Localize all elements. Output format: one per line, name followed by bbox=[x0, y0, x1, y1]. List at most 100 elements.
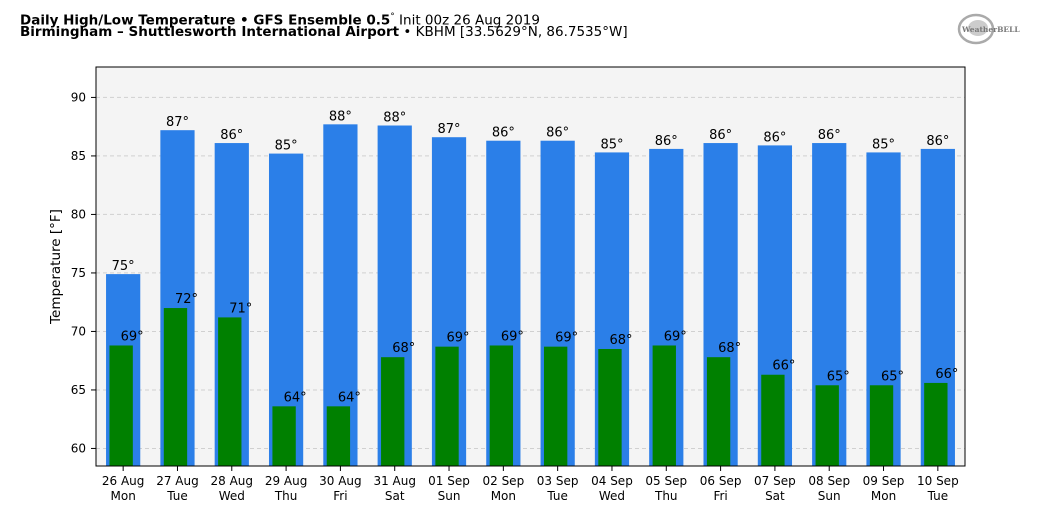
low-value-label: 68° bbox=[718, 341, 741, 356]
x-tick-label-date: 09 Sep bbox=[863, 474, 905, 488]
low-value-label: 72° bbox=[175, 292, 198, 307]
low-value-label: 69° bbox=[555, 331, 578, 346]
low-value-label: 66° bbox=[772, 359, 795, 374]
chart-title-init: Init 00z 26 Aug 2019 bbox=[394, 12, 540, 29]
low-bar bbox=[761, 374, 785, 466]
low-bar bbox=[652, 345, 676, 466]
low-bar bbox=[326, 406, 351, 466]
chart-subtitle: Birmingham – Shuttlesworth International… bbox=[20, 24, 628, 40]
chart-title: Daily High/Low Temperature • GFS Ensembl… bbox=[20, 9, 540, 29]
x-tick-label-date: 02 Sep bbox=[482, 474, 524, 488]
high-value-label: 86° bbox=[492, 126, 515, 141]
x-tick-label-date: 28 Aug bbox=[211, 474, 254, 488]
data-labels: 75° 69° 87° 72° 86° 71° 85° 64° 88° 64° 88° 68° 87° 6… bbox=[112, 109, 959, 405]
x-tick-label-date: 26 Aug bbox=[102, 474, 145, 488]
high-value-label: 86° bbox=[818, 128, 841, 143]
low-value-label: 69° bbox=[664, 329, 687, 344]
x-tick-label-weekday: Mon bbox=[871, 489, 896, 503]
low-value-label: 68° bbox=[609, 333, 632, 348]
x-tick-label-date: 30 Aug bbox=[319, 474, 362, 488]
x-tick-label-weekday: Fri bbox=[333, 489, 347, 503]
low-bar bbox=[489, 345, 514, 466]
x-tick-label-weekday: Mon bbox=[491, 489, 516, 503]
low-bar bbox=[815, 385, 839, 466]
x-tick-label-date: 10 Sep bbox=[917, 474, 959, 488]
low-value-label: 66° bbox=[935, 367, 958, 382]
x-tick-label-date: 06 Sep bbox=[700, 474, 742, 488]
high-value-label: 85° bbox=[872, 137, 895, 152]
x-tick-label-date: 04 Sep bbox=[591, 474, 633, 488]
high-value-label: 86° bbox=[926, 134, 949, 149]
high-value-label: 86° bbox=[655, 134, 678, 149]
location-coords: • KBHM [33.5629°N, 86.7535°W] bbox=[399, 24, 628, 40]
low-value-label: 65° bbox=[827, 369, 850, 384]
high-value-label: 88° bbox=[329, 109, 352, 124]
x-tick-label-weekday: Sun bbox=[438, 489, 461, 503]
low-bar bbox=[272, 406, 296, 466]
high-value-label: 87° bbox=[438, 122, 461, 137]
y-tick-label: 90 bbox=[71, 90, 86, 104]
x-tick-label-date: 03 Sep bbox=[537, 474, 579, 488]
x-tick-label-weekday: Tue bbox=[927, 489, 949, 503]
low-bar bbox=[924, 382, 948, 466]
low-value-label: 64° bbox=[338, 390, 361, 405]
low-value-label: 68° bbox=[392, 341, 415, 356]
high-value-label: 87° bbox=[166, 115, 189, 130]
x-tick-label-weekday: Fri bbox=[713, 489, 727, 503]
x-tick-label-weekday: Thu bbox=[654, 489, 678, 503]
x-tick-label-date: 31 Aug bbox=[373, 474, 416, 488]
y-tick-label: 70 bbox=[71, 324, 86, 338]
x-tick-label-weekday: Wed bbox=[219, 489, 245, 503]
high-value-label: 86° bbox=[709, 128, 732, 143]
x-tick-label-weekday: Sat bbox=[765, 489, 785, 503]
low-bar bbox=[869, 385, 894, 466]
high-value-label: 75° bbox=[112, 259, 135, 274]
low-value-label: 64° bbox=[284, 390, 307, 405]
bar-series bbox=[106, 124, 955, 467]
x-tick-label-weekday: Tue bbox=[546, 489, 568, 503]
high-value-label: 85° bbox=[600, 137, 623, 152]
low-bar bbox=[706, 357, 731, 466]
logo-text: WeatherBELL bbox=[961, 25, 1020, 34]
y-tick-label: 80 bbox=[71, 207, 86, 221]
location-name: Birmingham – Shuttlesworth International… bbox=[20, 24, 400, 40]
x-tick-label-weekday: Mon bbox=[111, 489, 136, 503]
y-axis-label: Temperature [°F] bbox=[48, 209, 64, 325]
low-bar bbox=[109, 345, 133, 466]
x-tick-label-date: 08 Sep bbox=[808, 474, 850, 488]
y-tick-label: 75 bbox=[71, 266, 86, 280]
plot-frame bbox=[95, 66, 966, 467]
x-tick-label-weekday: Thu bbox=[274, 489, 298, 503]
low-bar bbox=[381, 357, 405, 466]
low-value-label: 69° bbox=[447, 331, 470, 346]
high-value-label: 86° bbox=[546, 126, 569, 141]
low-bar bbox=[598, 348, 622, 466]
low-bar bbox=[543, 346, 568, 466]
low-bar bbox=[435, 346, 459, 466]
x-tick-label-weekday: Sun bbox=[818, 489, 841, 503]
high-value-label: 86° bbox=[763, 130, 786, 145]
chart-title-main: Daily High/Low Temperature • GFS Ensembl… bbox=[20, 12, 391, 29]
x-tick-label-date: 01 Sep bbox=[428, 474, 470, 488]
y-tick-label: 85 bbox=[71, 149, 86, 163]
low-value-label: 69° bbox=[501, 329, 524, 344]
x-tick-label-weekday: Tue bbox=[166, 489, 188, 503]
x-tick-label-date: 05 Sep bbox=[645, 474, 687, 488]
weatherbell-logo: WeatherBELL bbox=[957, 13, 1020, 45]
low-value-label: 71° bbox=[229, 301, 252, 316]
x-tick-label-date: 29 Aug bbox=[265, 474, 308, 488]
low-bar bbox=[218, 317, 242, 466]
low-value-label: 69° bbox=[121, 329, 144, 344]
x-tick-label-date: 27 Aug bbox=[156, 474, 199, 488]
x-tick-label-date: 07 Sep bbox=[754, 474, 796, 488]
low-value-label: 65° bbox=[881, 369, 904, 384]
high-value-label: 88° bbox=[383, 111, 406, 126]
low-bar bbox=[163, 308, 188, 466]
chart-title-degree: ° bbox=[390, 12, 395, 22]
high-value-label: 86° bbox=[220, 128, 243, 143]
x-tick-label-weekday: Sat bbox=[385, 489, 405, 503]
x-tick-label-weekday: Wed bbox=[599, 489, 625, 503]
y-tick-label: 65 bbox=[71, 383, 86, 397]
